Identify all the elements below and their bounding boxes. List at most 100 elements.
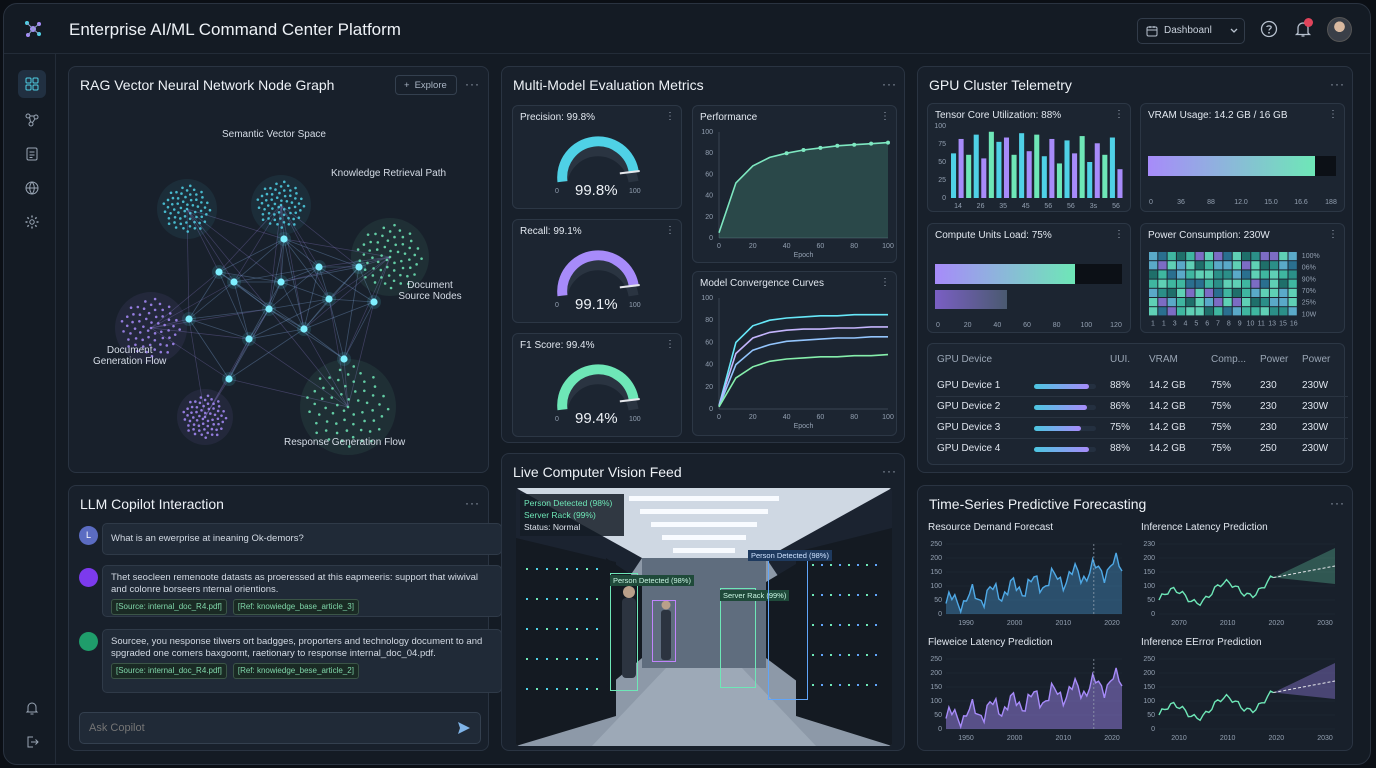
cluster-node [263, 187, 267, 191]
cluster-node [365, 401, 369, 405]
performance-card: Performance ⋮ 100 80 60 40 20 0 0 20 40 60 80 100 Ep… [692, 105, 897, 263]
avatar[interactable] [1327, 17, 1352, 42]
gpu-power: 230 [1260, 401, 1277, 412]
tick-label: 100 [1143, 583, 1155, 590]
heat-cell [1214, 298, 1223, 307]
detection-label: Person Detected (98%) [748, 550, 832, 561]
heat-cell [1158, 307, 1167, 316]
cluster-node [380, 415, 384, 418]
hub-node [245, 335, 253, 343]
person-head [623, 586, 635, 598]
sidebar-item-network[interactable] [18, 174, 46, 202]
tick-label: 80 [705, 150, 713, 157]
source-chip[interactable]: [Source: internal_doc_R4.pdf] [111, 599, 227, 615]
tick-label: 20 [749, 414, 757, 421]
cluster-node [193, 220, 196, 224]
ref-chip[interactable]: [Ref: knowiedge_base_article_3] [232, 599, 359, 615]
rack-led [866, 624, 868, 626]
cluster-node [189, 400, 192, 404]
heat-cell [1204, 288, 1214, 297]
cluster-node [369, 240, 372, 244]
more-icon[interactable]: ⋮ [1114, 229, 1124, 240]
gauge-card: Precision: 99.8% ⋮ 99.8% 0 100 [512, 105, 682, 209]
cluster-node [211, 418, 214, 422]
graph-edge [248, 308, 270, 340]
cluster-node [176, 197, 180, 200]
cluster-node [153, 338, 157, 342]
gpu-vram: 14.2 GB [1149, 422, 1186, 433]
sidebar-item-graph[interactable] [18, 106, 46, 134]
node-graph[interactable] [69, 101, 488, 471]
hub-node [280, 235, 288, 243]
source-chip[interactable]: [Source: internal_doc_R4.pdf] [111, 663, 227, 679]
cluster-node [285, 199, 289, 203]
rack-led [526, 658, 528, 660]
heat-cell [1232, 279, 1241, 288]
more-icon[interactable]: ⋮ [1328, 229, 1338, 240]
graph-edge [268, 281, 282, 310]
cluster-node [168, 336, 171, 340]
cluster-node [318, 377, 322, 380]
graph-edge [318, 266, 330, 300]
heat-cell [1260, 288, 1269, 297]
more-icon[interactable]: ··· [465, 77, 480, 91]
rack-led [566, 688, 568, 690]
fc-title-3: Fleweice Latency Prediction [928, 637, 1053, 648]
tensor-bar [966, 154, 972, 198]
cluster-node [197, 429, 201, 432]
sidebar-item-logout[interactable] [18, 728, 46, 756]
cluster-node [198, 401, 202, 405]
sidebar-item-dashboard[interactable] [18, 70, 46, 98]
data-point [784, 151, 789, 156]
sidebar-item-documents[interactable] [18, 140, 46, 168]
cluster-node [282, 220, 286, 224]
send-icon[interactable] [457, 721, 471, 735]
more-icon[interactable]: ··· [465, 496, 480, 510]
heat-cell [1269, 288, 1279, 297]
cluster-node [142, 325, 145, 328]
gpu-vram: 14.2 GB [1149, 380, 1186, 391]
copilot-panel: LLM Copilot Interaction ··· L What is an… [68, 485, 502, 751]
more-icon[interactable]: ⋮ [665, 111, 675, 122]
copilot-input[interactable] [79, 712, 481, 744]
rack-led [556, 688, 558, 690]
cluster-node [269, 186, 272, 190]
more-icon[interactable]: ··· [882, 464, 897, 478]
sidebar-item-alerts[interactable] [18, 694, 46, 722]
heat-cell [1204, 307, 1214, 316]
tick-label: 0 [938, 611, 942, 618]
more-icon[interactable]: ⋮ [880, 111, 890, 122]
cluster-node [199, 396, 203, 399]
cluster-node [161, 336, 165, 340]
graph-edge [268, 298, 330, 310]
help-icon[interactable] [1260, 20, 1278, 38]
rack-led [576, 658, 578, 660]
heat-cell [1242, 270, 1251, 279]
more-icon[interactable]: ··· [1330, 496, 1345, 510]
tick-label: 2010 [1056, 620, 1072, 627]
ref-chip[interactable]: [Ref: knowiedge_bese_article_2] [232, 663, 359, 679]
more-icon[interactable]: ⋮ [665, 225, 675, 236]
heat-cell [1269, 298, 1279, 307]
graph-edge [188, 271, 220, 320]
heat-cell [1204, 279, 1214, 288]
fc-title-2: Inference Latency Prediction [1141, 522, 1268, 533]
cluster-node [147, 335, 150, 339]
cluster-node [149, 303, 153, 307]
more-icon[interactable]: ⋮ [880, 277, 890, 288]
view-select[interactable]: Dashboanl [1137, 18, 1245, 44]
rack-led [821, 624, 823, 626]
rack-led [839, 684, 841, 686]
more-icon[interactable]: ⋮ [1328, 109, 1338, 120]
sidebar [4, 54, 56, 764]
rack-led [839, 654, 841, 656]
more-icon[interactable]: ··· [1330, 77, 1345, 91]
cluster-node [191, 203, 195, 207]
more-icon[interactable]: ··· [882, 77, 897, 91]
more-icon[interactable]: ⋮ [1114, 109, 1124, 120]
explore-button[interactable]: + Explore [395, 75, 457, 95]
graph-edge [280, 204, 285, 240]
more-icon[interactable]: ⋮ [665, 339, 675, 350]
sidebar-item-settings[interactable] [18, 208, 46, 236]
gauge-arc [557, 364, 640, 411]
